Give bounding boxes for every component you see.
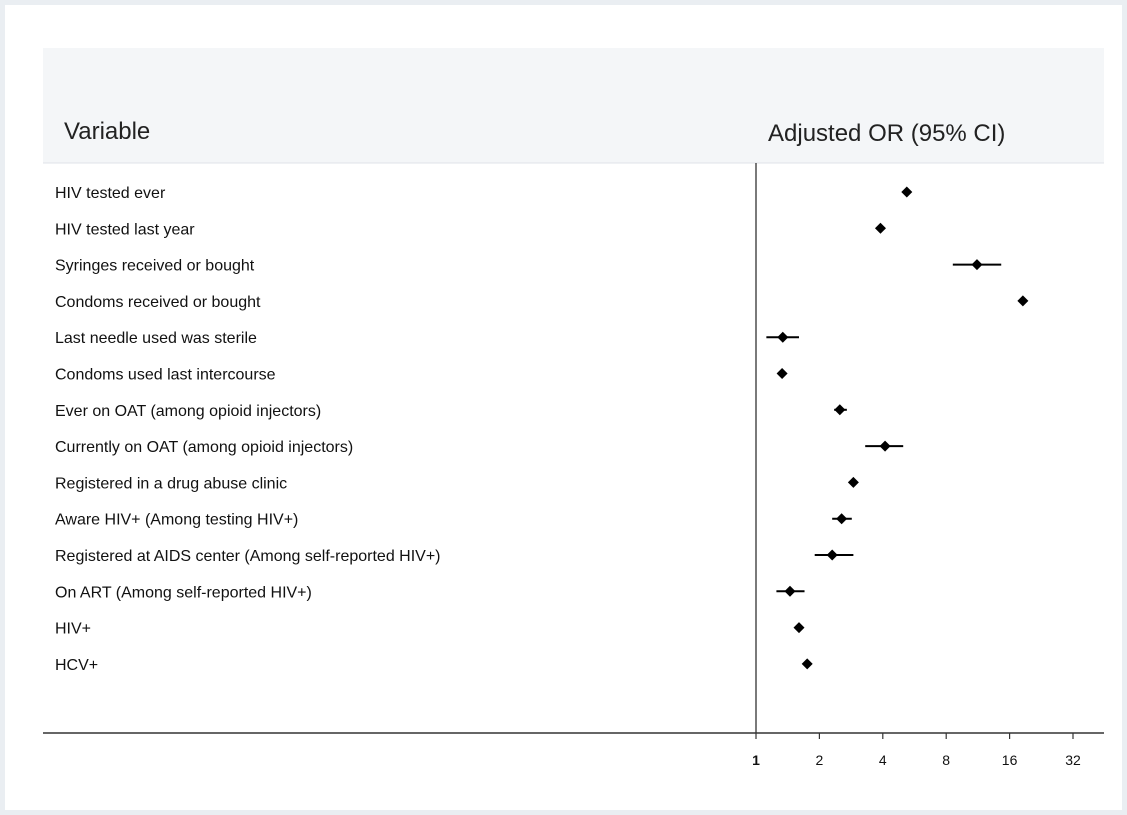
or-point bbox=[847, 476, 859, 488]
row-label: Condoms used last intercourse bbox=[55, 367, 276, 384]
header-adjusted-or: Adjusted OR (95% CI) bbox=[768, 120, 1005, 147]
header-variable: Variable bbox=[64, 118, 150, 145]
or-point bbox=[777, 331, 789, 343]
or-point bbox=[836, 513, 848, 525]
row-label: Registered in a drug abuse clinic bbox=[55, 475, 287, 492]
or-point bbox=[971, 259, 983, 271]
row-label: On ART (Among self-reported HIV+) bbox=[55, 584, 312, 601]
row-label: HCV+ bbox=[55, 657, 98, 674]
row-label: Registered at AIDS center (Among self-re… bbox=[55, 548, 441, 565]
or-point bbox=[826, 549, 838, 561]
or-point bbox=[901, 186, 913, 198]
x-tick-label: 2 bbox=[816, 752, 824, 768]
row-label: Syringes received or bought bbox=[55, 258, 255, 275]
or-point bbox=[834, 404, 846, 416]
x-tick-label: 1 bbox=[752, 752, 760, 768]
or-point bbox=[776, 368, 788, 379]
x-tick-label: 16 bbox=[1002, 752, 1018, 768]
row-label: Aware HIV+ (Among testing HIV+) bbox=[55, 512, 298, 529]
x-tick-label: 4 bbox=[879, 752, 887, 768]
row-label: HIV tested last year bbox=[55, 221, 195, 238]
or-point bbox=[801, 658, 813, 670]
x-tick-label: 8 bbox=[942, 752, 950, 768]
x-tick-label: 32 bbox=[1065, 752, 1081, 768]
or-point bbox=[879, 440, 891, 452]
row-label: HIV+ bbox=[55, 621, 91, 638]
row-label: HIV tested ever bbox=[55, 185, 166, 202]
or-point bbox=[874, 222, 886, 234]
or-point bbox=[784, 585, 796, 597]
x-ticks: 1 2 4 8 16 32 bbox=[752, 733, 1081, 768]
row-label: Last needle used was sterile bbox=[55, 330, 257, 347]
row-label: Currently on OAT (among opioid injectors… bbox=[55, 439, 353, 456]
row-label: Condoms received or bought bbox=[55, 294, 261, 311]
or-point bbox=[1017, 295, 1029, 307]
header-band bbox=[43, 48, 1104, 163]
rows-layer: HIV tested ever HIV tested last year Syrin… bbox=[55, 185, 1029, 674]
or-point bbox=[793, 622, 805, 634]
row-label: Ever on OAT (among opioid injectors) bbox=[55, 403, 321, 420]
